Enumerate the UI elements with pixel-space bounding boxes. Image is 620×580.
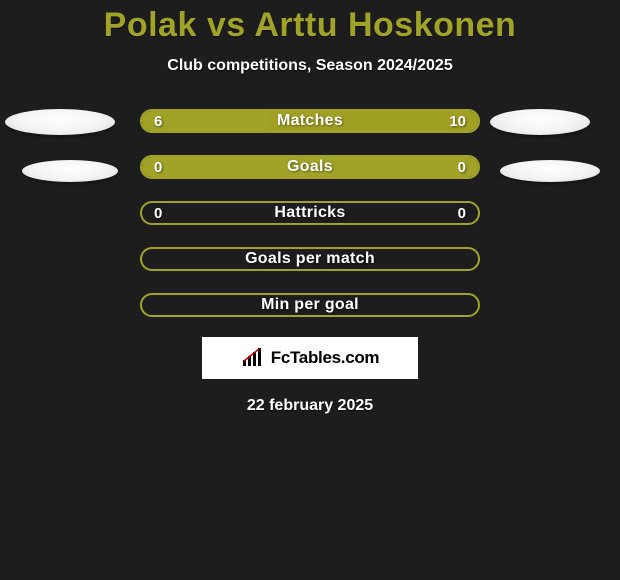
stat-value-left: 0 [154,203,162,223]
side-ellipse [22,160,118,182]
date-line: 22 february 2025 [247,397,373,415]
bar-fill-left [142,157,480,177]
stat-value-right: 0 [458,157,466,177]
stat-label: Goals per match [142,249,478,269]
stat-label: Min per goal [142,295,478,315]
side-ellipse [5,109,115,135]
stat-bar: Min per goal [140,293,480,317]
side-ellipse [500,160,600,182]
bar-fill-right [266,111,479,131]
comparison-widget: Polak vs Arttu Hoskonen Club competition… [0,0,620,415]
stat-bar: Goals per match [140,247,480,271]
stat-bar: 00Goals [140,155,480,179]
stat-bar: 0 0Hattricks [140,201,480,225]
stat-row: Goals per match [0,247,620,271]
side-ellipse [490,109,590,135]
stat-value-right: 0 [458,203,466,223]
logo-text: FcTables.com [271,348,380,368]
stat-value-right: 10 [449,111,466,131]
source-logo[interactable]: FcTables.com [202,337,418,379]
page-title: Polak vs Arttu Hoskonen [104,6,517,45]
stat-value-left: 6 [154,111,162,131]
subtitle: Club competitions, Season 2024/2025 [167,57,452,75]
stat-rows: 610Matches00Goals00HattricksGoals per ma… [0,109,620,317]
stat-bar: 610Matches [140,109,480,133]
stat-value-left: 0 [154,157,162,177]
stat-row: 0 0Hattricks [0,201,620,225]
stat-label: Hattricks [142,203,478,223]
logo-bars-icon [241,348,265,368]
stat-row: Min per goal [0,293,620,317]
